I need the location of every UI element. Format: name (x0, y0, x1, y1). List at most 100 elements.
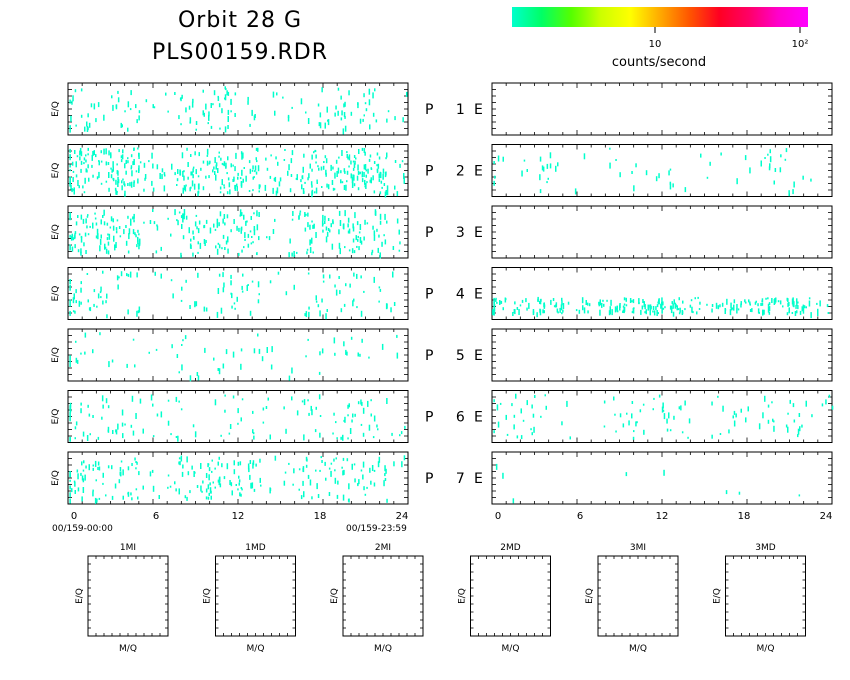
count-mark (386, 498, 388, 503)
count-mark (240, 363, 242, 370)
count-mark (164, 174, 166, 177)
count-mark (345, 184, 347, 191)
count-mark (100, 296, 102, 299)
count-mark (798, 413, 801, 417)
count-mark (722, 405, 724, 412)
count-mark (257, 281, 260, 288)
count-mark (120, 122, 122, 128)
count-mark (319, 415, 322, 417)
count-mark (215, 245, 217, 249)
count-mark (306, 248, 309, 251)
count-mark (212, 169, 214, 173)
count-mark (240, 151, 243, 155)
count-mark (167, 217, 169, 220)
count-mark (220, 434, 222, 437)
count-mark (519, 304, 522, 307)
count-mark (133, 213, 135, 219)
count-mark (364, 164, 367, 170)
count-mark (139, 398, 142, 404)
count-mark (226, 463, 229, 470)
count-mark (353, 174, 355, 181)
count-mark (333, 337, 336, 344)
count-mark (92, 349, 94, 354)
count-mark (137, 496, 139, 500)
count-mark (255, 171, 258, 175)
count-mark (614, 306, 617, 313)
count-mark (220, 307, 223, 314)
count-mark (578, 309, 581, 314)
count-mark (196, 372, 199, 376)
count-mark (327, 228, 330, 231)
count-mark (518, 309, 520, 315)
count-mark (84, 332, 87, 338)
count-mark (217, 168, 219, 170)
count-mark (80, 151, 83, 157)
colorbar-label: counts/second (612, 55, 706, 70)
count-mark (230, 229, 232, 233)
count-mark (219, 476, 221, 483)
count-mark (208, 467, 211, 472)
count-mark (222, 163, 225, 166)
count-mark (540, 415, 542, 418)
count-mark (130, 165, 133, 169)
spectrogram-panel-right (491, 451, 833, 505)
count-mark (129, 271, 132, 278)
count-mark (134, 232, 136, 236)
count-mark (184, 186, 187, 192)
count-mark (323, 161, 325, 163)
count-mark (277, 161, 279, 166)
count-mark (112, 104, 114, 111)
count-mark (167, 110, 169, 113)
count-mark (363, 148, 366, 153)
count-mark (677, 308, 680, 311)
count-mark (249, 123, 251, 127)
count-mark (340, 95, 342, 100)
count-mark (69, 471, 71, 477)
count-mark (684, 400, 686, 406)
count-mark (252, 241, 254, 244)
count-mark (295, 177, 298, 180)
count-mark (747, 406, 749, 412)
count-mark (204, 347, 206, 353)
count-mark (513, 414, 516, 418)
count-mark (365, 108, 368, 112)
count-mark (138, 153, 140, 159)
count-mark (499, 300, 501, 305)
count-mark (370, 168, 373, 170)
count-mark (353, 298, 355, 302)
count-mark (152, 163, 154, 169)
count-mark (130, 154, 133, 158)
count-mark (138, 471, 140, 476)
count-mark (319, 432, 321, 438)
count-mark (72, 188, 74, 191)
count-mark (206, 160, 209, 166)
count-mark (733, 299, 736, 304)
count-mark (135, 413, 137, 419)
count-mark (95, 235, 98, 239)
count-mark (93, 289, 96, 293)
count-mark (203, 306, 206, 312)
count-mark (493, 311, 495, 316)
count-mark (796, 298, 798, 303)
count-mark (138, 243, 140, 250)
count-mark (222, 234, 225, 239)
count-mark (802, 175, 804, 180)
count-mark (691, 306, 693, 313)
count-mark (117, 284, 119, 290)
count-mark (609, 306, 611, 312)
count-mark (631, 300, 633, 303)
count-mark (496, 404, 499, 411)
row-side-label: E (474, 102, 483, 118)
count-mark (239, 461, 242, 466)
count-mark (392, 271, 394, 278)
count-mark (160, 273, 162, 279)
count-mark (115, 429, 117, 433)
count-mark (88, 464, 90, 471)
count-mark (492, 309, 494, 316)
count-mark (666, 428, 669, 432)
count-mark (793, 301, 795, 308)
count-mark (333, 458, 335, 462)
count-mark (303, 491, 305, 498)
count-mark (348, 483, 350, 490)
count-mark (315, 187, 318, 194)
